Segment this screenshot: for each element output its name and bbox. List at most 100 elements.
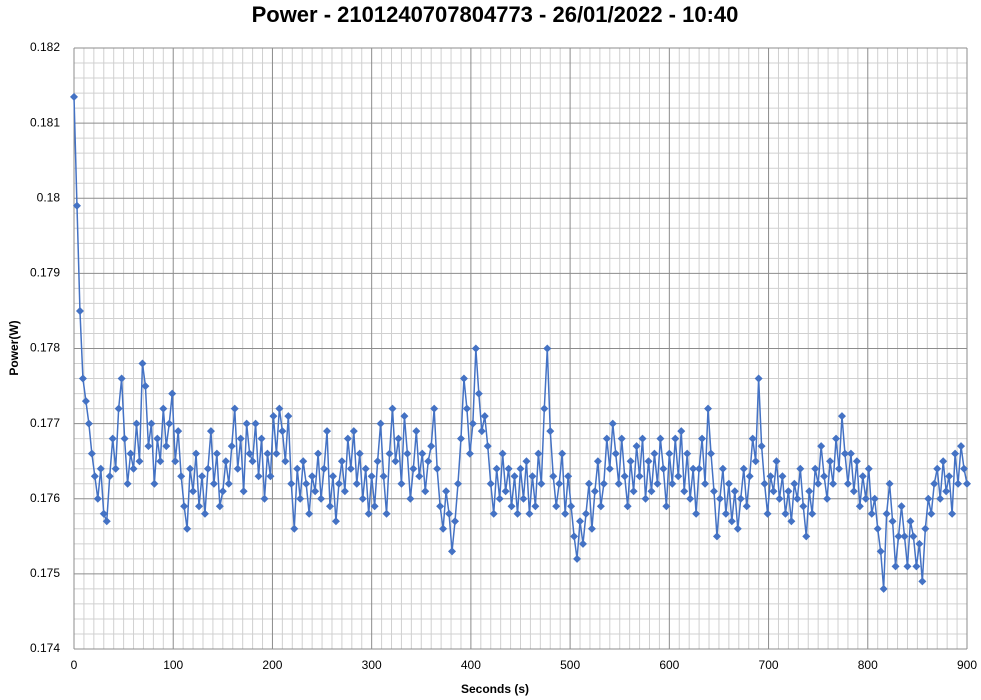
data-point	[840, 449, 849, 458]
data-point	[599, 479, 608, 488]
data-point	[701, 479, 710, 488]
data-point	[581, 509, 590, 518]
data-point	[409, 464, 418, 473]
y-tick-label: 0.174	[30, 641, 60, 655]
data-point	[590, 487, 599, 496]
data-point	[370, 502, 379, 511]
y-tick-label: 0.182	[30, 40, 60, 54]
data-point	[534, 449, 543, 458]
data-point	[793, 494, 802, 503]
data-point	[882, 509, 891, 518]
data-point	[248, 457, 257, 466]
data-point	[230, 404, 239, 413]
data-point	[638, 434, 647, 443]
data-point	[751, 457, 760, 466]
data-point	[340, 487, 349, 496]
data-point	[200, 509, 209, 518]
data-point	[858, 472, 867, 481]
data-point	[799, 502, 808, 511]
data-point	[623, 502, 632, 511]
data-point	[126, 449, 135, 458]
data-point	[686, 494, 695, 503]
data-point	[733, 524, 742, 533]
data-point	[367, 472, 376, 481]
data-point	[692, 509, 701, 518]
data-point	[963, 479, 971, 488]
chart-title: Power - 2101240707804773 - 26/01/2022 - …	[252, 2, 739, 27]
data-point	[641, 494, 650, 503]
data-point	[495, 494, 504, 503]
data-point	[70, 92, 78, 101]
data-point	[471, 344, 480, 353]
data-point	[805, 487, 814, 496]
data-point	[802, 532, 811, 541]
data-point	[448, 547, 457, 556]
data-point	[760, 479, 769, 488]
data-point	[352, 479, 361, 488]
data-point	[355, 449, 364, 458]
data-point	[162, 442, 171, 451]
data-point	[293, 464, 302, 473]
data-point	[531, 502, 540, 511]
data-point	[608, 419, 617, 428]
data-point	[936, 494, 945, 503]
data-point	[808, 509, 817, 518]
data-point	[212, 449, 221, 458]
data-point	[864, 464, 873, 473]
data-point	[308, 472, 317, 481]
data-point	[242, 419, 251, 428]
data-point	[132, 419, 141, 428]
data-point	[921, 524, 930, 533]
data-point	[668, 479, 677, 488]
data-point	[647, 487, 656, 496]
data-point	[814, 479, 823, 488]
data-point	[183, 524, 192, 533]
data-point	[227, 442, 236, 451]
data-point	[90, 472, 99, 481]
data-point	[486, 479, 495, 488]
data-point	[436, 502, 445, 511]
data-point	[123, 479, 132, 488]
data-point	[832, 434, 841, 443]
data-point	[653, 479, 662, 488]
data-point	[683, 449, 692, 458]
data-point	[790, 479, 799, 488]
data-point	[394, 434, 403, 443]
data-point	[299, 457, 308, 466]
data-point	[644, 457, 653, 466]
data-point	[84, 419, 93, 428]
data-point	[260, 494, 269, 503]
data-point	[501, 487, 510, 496]
data-point	[337, 457, 346, 466]
data-point	[489, 509, 498, 518]
data-point	[626, 457, 635, 466]
data-point	[906, 517, 915, 526]
data-point	[903, 562, 912, 571]
data-point	[165, 419, 174, 428]
data-point	[674, 472, 683, 481]
data-point	[820, 472, 829, 481]
data-point	[552, 502, 561, 511]
data-point	[829, 479, 838, 488]
data-point	[933, 464, 942, 473]
data-point	[278, 427, 287, 436]
data-point	[492, 464, 501, 473]
data-point	[567, 502, 576, 511]
data-point	[314, 449, 323, 458]
data-point	[576, 517, 585, 526]
data-point	[254, 472, 263, 481]
data-point	[245, 449, 254, 458]
data-point	[855, 502, 864, 511]
data-point	[328, 472, 337, 481]
data-point	[385, 449, 394, 458]
x-tick-label: 800	[858, 658, 878, 672]
data-point	[558, 449, 567, 458]
data-point	[659, 464, 668, 473]
data-point	[105, 472, 114, 481]
y-tick-label: 0.179	[30, 266, 60, 280]
data-point	[671, 434, 680, 443]
x-tick-label: 100	[163, 658, 183, 672]
y-axis-title: Power(W)	[7, 320, 21, 375]
data-point	[96, 464, 105, 473]
